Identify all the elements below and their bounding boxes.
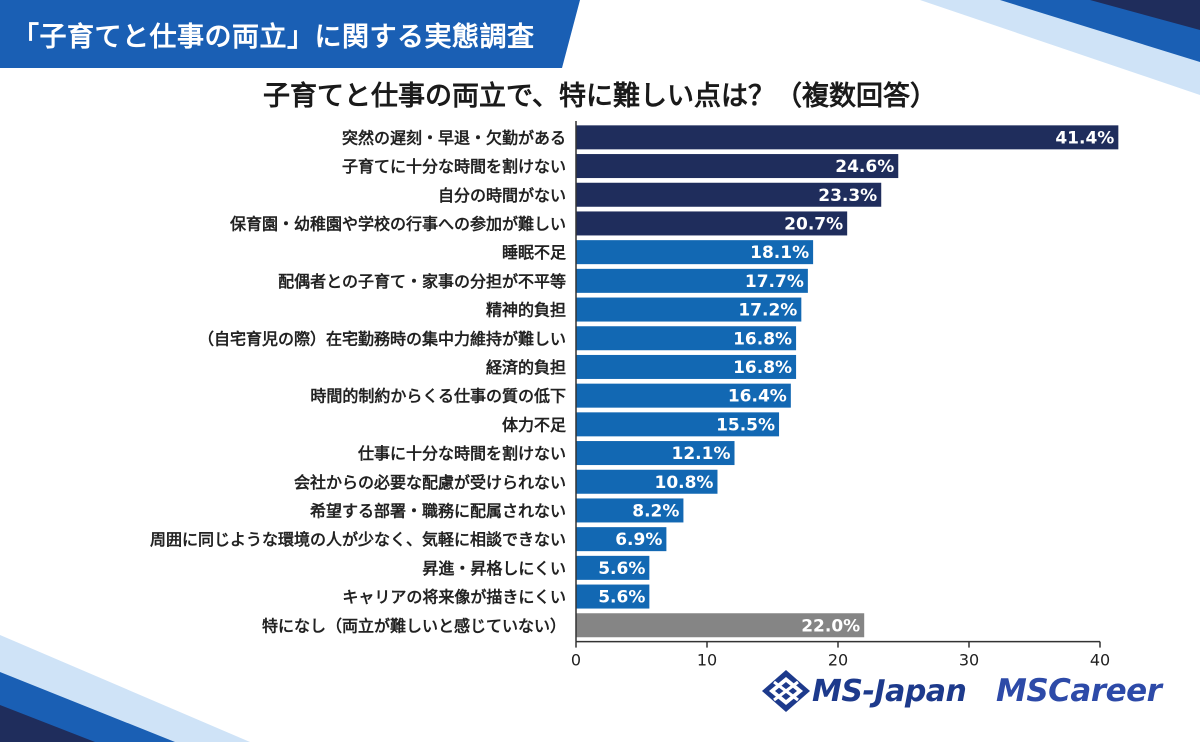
bar-value-label-16: 5.6% <box>598 559 645 579</box>
bar-17 <box>576 584 650 609</box>
chart-title: 子育てと仕事の両立で、特に難しい点は？（複数回答） <box>263 81 937 112</box>
bar-value-label-11: 15.5% <box>716 415 775 435</box>
top-right-stripe-dark <box>1090 0 1200 30</box>
category-label-7: 精神的負担 <box>486 301 566 320</box>
bar-16 <box>576 555 650 580</box>
survey-title-banner: 「子育てと仕事の両立」に関する実態調査 <box>12 21 535 53</box>
category-label-12: 仕事に十分な時間を割けない <box>357 444 566 463</box>
category-label-8: （自宅育児の際）在宅勤務時の集中力維持が難しい <box>198 329 566 348</box>
x-tick-label-0: 0 <box>571 651 581 670</box>
ms-japan-logo-text: MS-Japan <box>812 673 967 709</box>
category-label-1: 突然の遅刻・早退・欠勤がある <box>342 128 566 147</box>
x-tick-label-20: 20 <box>828 651 848 670</box>
bar-6 <box>576 268 808 293</box>
ms-japan-logo: MS-Japan <box>760 668 967 714</box>
bar-11 <box>576 412 780 437</box>
bar-value-label-2: 24.6% <box>835 157 894 177</box>
bar-13 <box>576 469 718 494</box>
bar-7 <box>576 297 802 322</box>
x-tick-label-40: 40 <box>1090 651 1110 670</box>
category-label-13: 会社からの必要な配慮が受けられない <box>294 473 566 492</box>
bar-2 <box>576 154 899 179</box>
bar-value-label-13: 10.8% <box>654 473 713 493</box>
category-label-10: 時間的制約からくる仕事の質の低下 <box>310 387 566 406</box>
bar-value-label-17: 5.6% <box>598 588 645 608</box>
bar-value-label-7: 17.2% <box>738 301 797 321</box>
bar-1 <box>576 125 1119 150</box>
bar-value-label-12: 12.1% <box>672 444 731 464</box>
bar-12 <box>576 441 735 466</box>
bar-value-label-9: 16.8% <box>733 358 792 378</box>
bar-4 <box>576 211 848 236</box>
ms-career-logo-text: MSCareer <box>996 673 1162 709</box>
category-label-5: 睡眠不足 <box>502 243 567 262</box>
bar-value-label-5: 18.1% <box>750 243 809 263</box>
header-banner <box>0 0 580 68</box>
bar-10 <box>576 383 791 408</box>
category-label-18: 特になし（両立が難しいと感じていない） <box>262 616 566 635</box>
category-label-3: 自分の時間がない <box>438 186 566 205</box>
bar-value-label-14: 8.2% <box>632 501 679 521</box>
bar-18 <box>576 613 865 638</box>
bar-14 <box>576 498 684 523</box>
category-label-9: 経済的負担 <box>486 358 566 377</box>
bar-15 <box>576 527 667 552</box>
category-label-15: 周囲に同じような環境の人が少なく、気軽に相談できない <box>150 530 566 549</box>
x-tick-label-30: 30 <box>959 651 979 670</box>
bar-8 <box>576 326 797 351</box>
category-label-17: キャリアの将来像が描きにくい <box>342 588 566 607</box>
bar-value-label-3: 23.3% <box>818 186 877 206</box>
bar-9 <box>576 354 797 379</box>
bar-value-label-1: 41.4% <box>1055 128 1114 148</box>
bar-value-label-15: 6.9% <box>615 530 662 550</box>
bar-value-label-8: 16.8% <box>733 329 792 349</box>
category-label-14: 希望する部署・職務に配属されない <box>310 501 566 520</box>
bar-5 <box>576 240 814 265</box>
category-label-6: 配偶者との子育て・家事の分担が不平等 <box>278 272 566 291</box>
bar-value-label-18: 22.0% <box>801 616 860 636</box>
category-label-2: 子育てに十分な時間を割けない <box>342 157 566 176</box>
category-label-11: 体力不足 <box>502 415 567 434</box>
bottom-left-stripe-dark <box>0 705 95 742</box>
ms-career-logo: MSCareer <box>996 670 1162 712</box>
category-label-4: 保育園・幼稚園や学校の行事への参加が難しい <box>229 214 566 233</box>
bar-3 <box>576 182 882 207</box>
bar-value-label-6: 17.7% <box>745 272 804 292</box>
bar-value-label-4: 20.7% <box>784 214 843 234</box>
category-label-16: 昇進・昇格しにくい <box>422 559 566 578</box>
x-tick-label-10: 10 <box>697 651 717 670</box>
bar-value-label-10: 16.4% <box>728 387 787 407</box>
diamond-knot-icon <box>762 670 810 712</box>
